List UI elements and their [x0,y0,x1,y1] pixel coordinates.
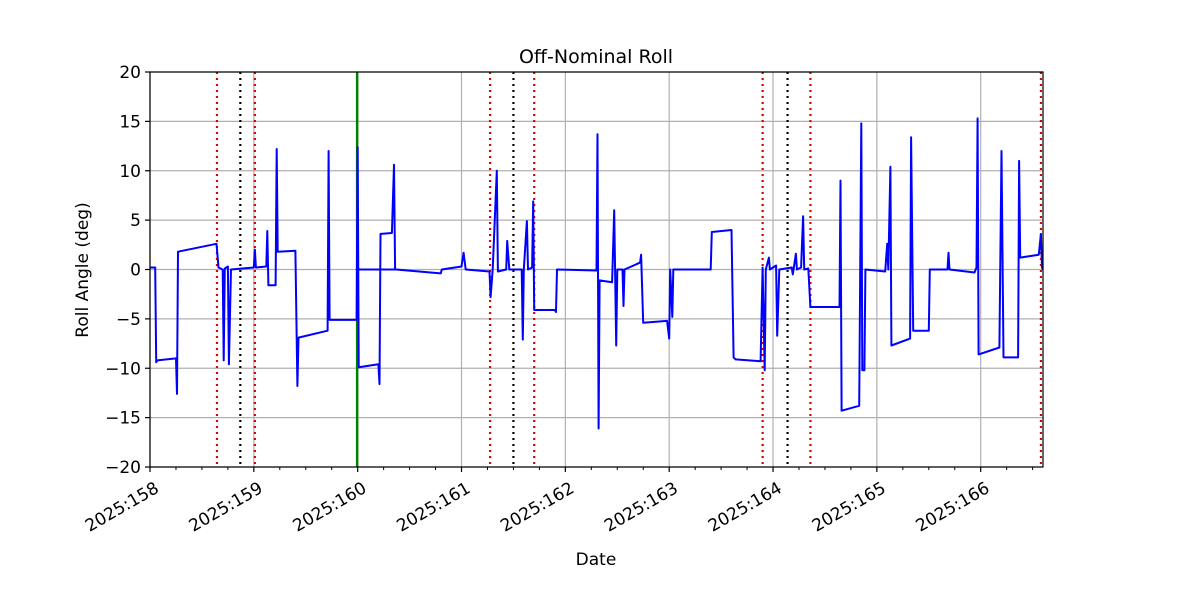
y-tick-label: 10 [119,162,141,182]
chart-title: Off-Nominal Roll [519,46,673,68]
y-tick-label: −5 [116,310,141,330]
series [150,117,1044,430]
y-tick-label: −10 [105,359,141,379]
y-tick-label: 0 [130,261,141,281]
roll-angle-series-line [150,117,1044,430]
y-tick-label: −20 [105,458,141,478]
y-axis-label: Roll Angle (deg) [73,202,93,337]
x-axis-label: Date [576,550,617,570]
y-tick-label: 15 [119,112,141,132]
y-tick-label: 20 [119,63,141,83]
y-tick-label: 5 [130,211,141,231]
y-tick-label: −15 [105,409,141,429]
